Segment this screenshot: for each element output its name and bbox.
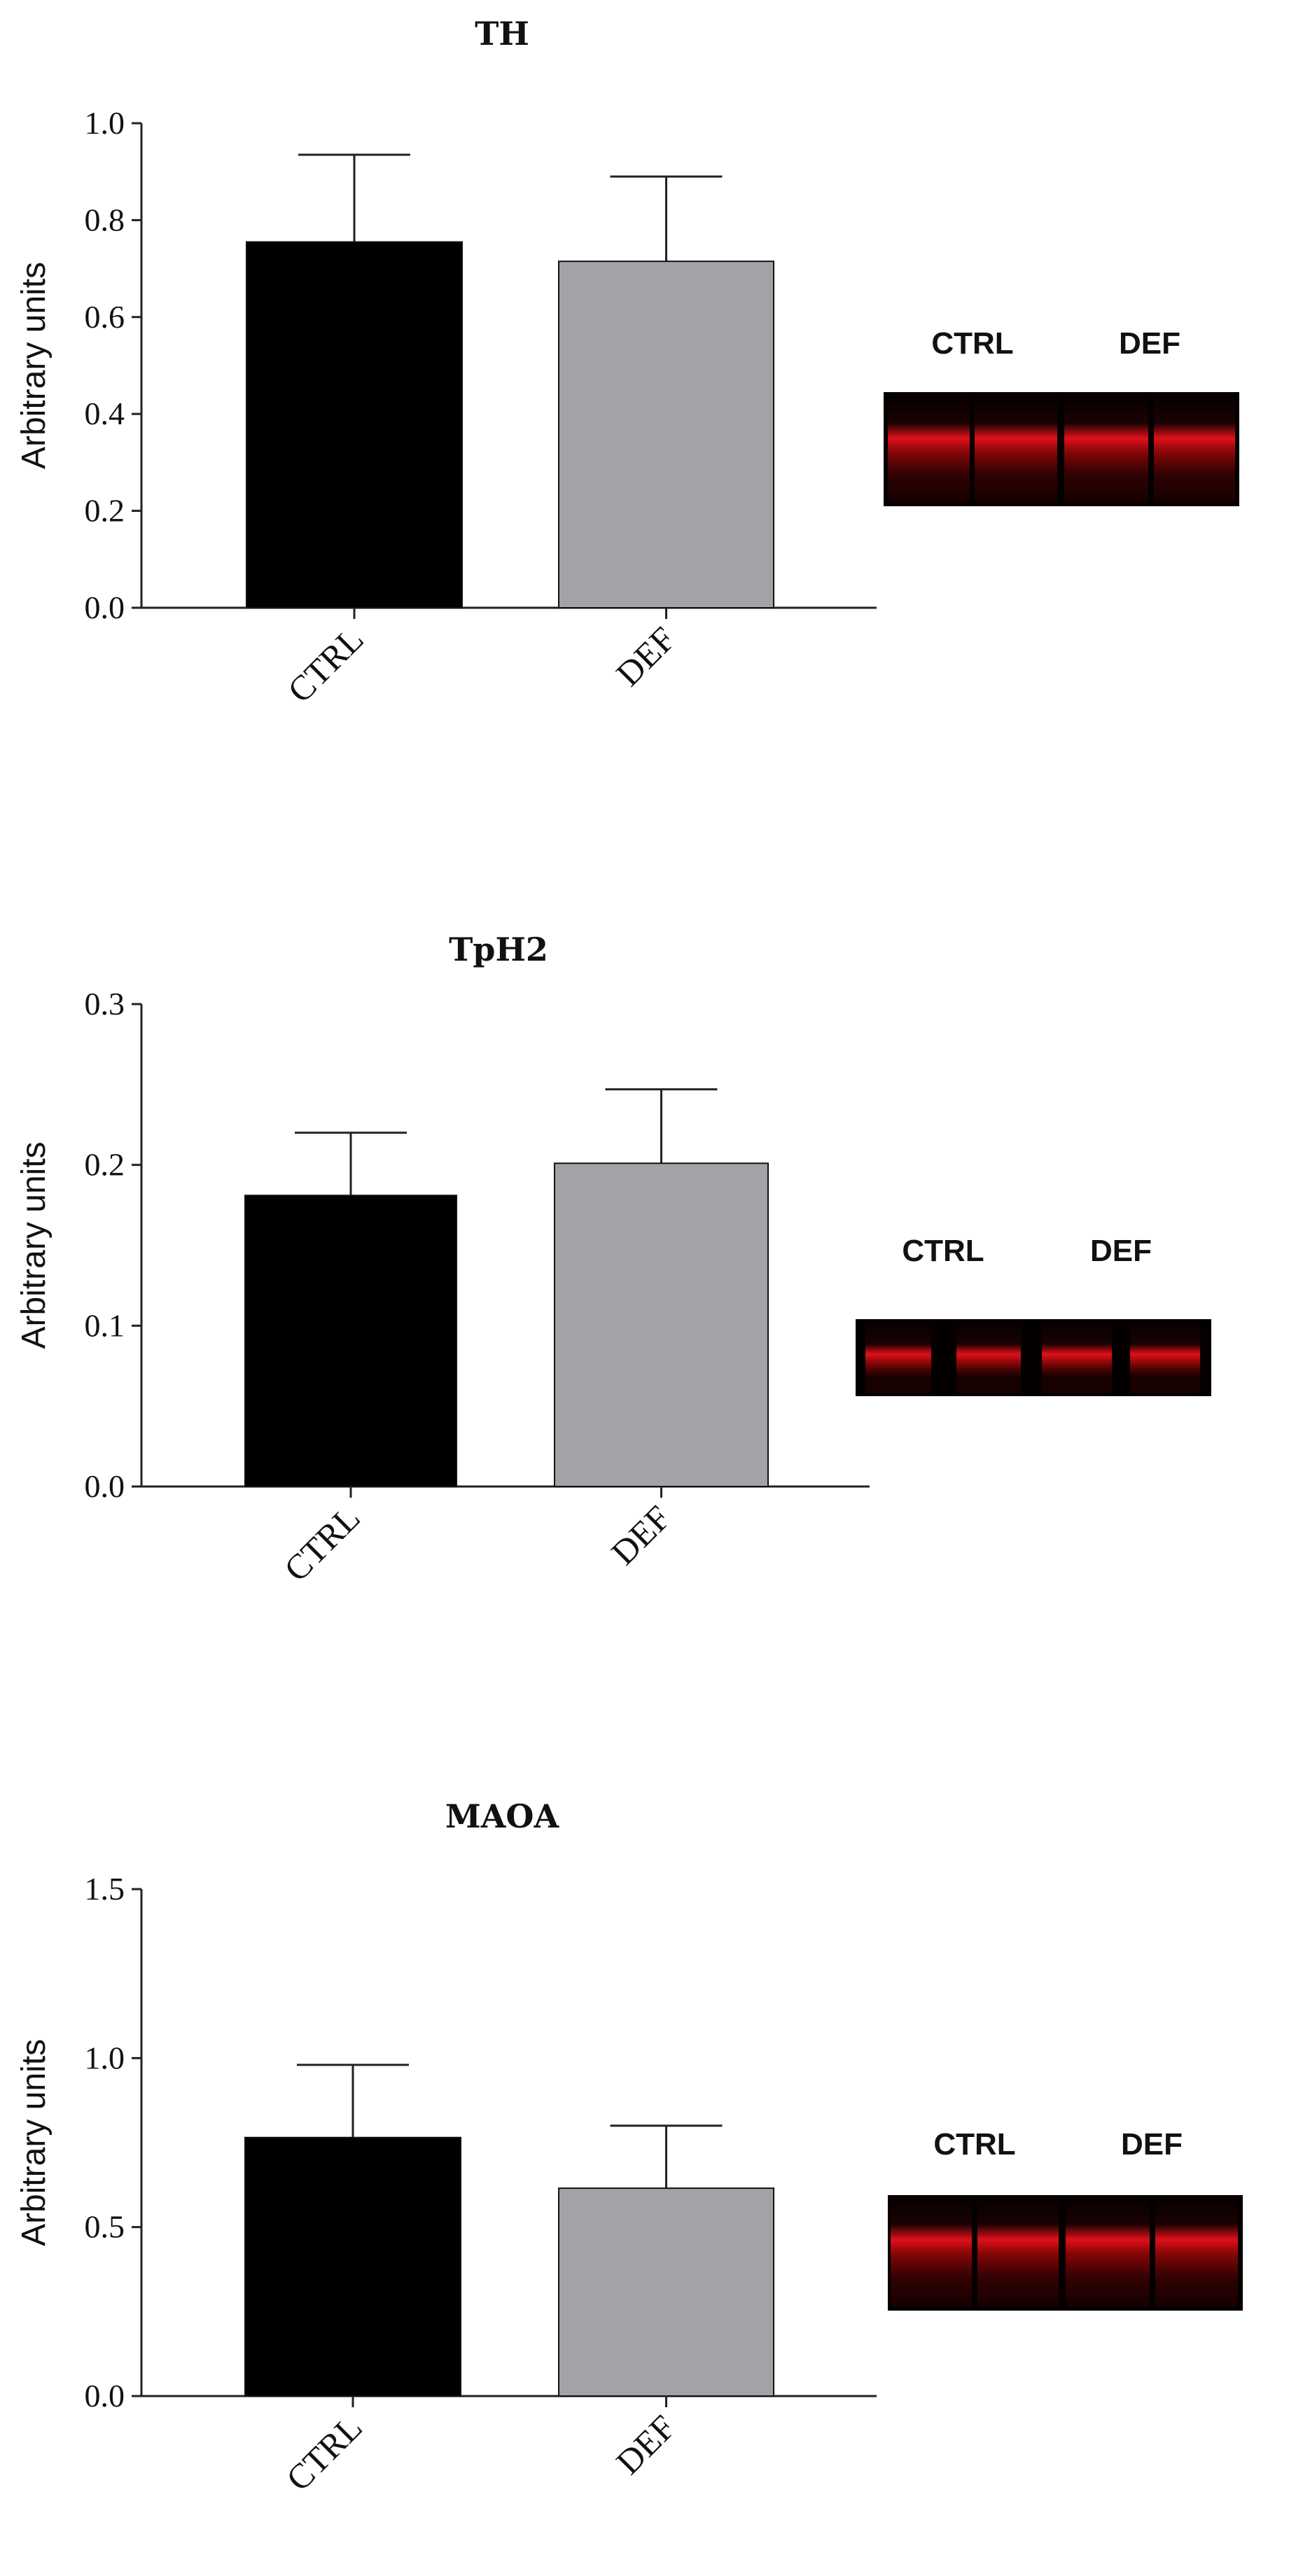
x-tick-label: CTRL bbox=[277, 1498, 368, 1589]
y-tick-label: 0.2 bbox=[85, 1147, 125, 1183]
chart-panel-maoa: MAOA 0.0 0.5 1.0 1.5 Arbitrary units CTRL DEF CT… bbox=[0, 1792, 1296, 2576]
y-tick-label: 0.0 bbox=[85, 2378, 125, 2414]
chart-panel-tph2: TpH2 0.0 0.1 0.2 0.3 Arbitrary units CTRL DEF CT… bbox=[0, 910, 1296, 1701]
blot-label-ctrl: CTRL bbox=[931, 326, 1013, 361]
y-tick-label: 0.2 bbox=[85, 493, 125, 529]
blot-lane bbox=[956, 1322, 1021, 1393]
x-tick-label: DEF bbox=[608, 2407, 683, 2481]
bar-ctrl bbox=[244, 1195, 457, 1487]
y-tick-label: 0.4 bbox=[85, 396, 125, 431]
blot-lane bbox=[1130, 1322, 1200, 1393]
blot-lane bbox=[865, 1322, 931, 1393]
x-tick-label: CTRL bbox=[279, 2407, 370, 2498]
y-tick-label: 1.0 bbox=[85, 2040, 125, 2075]
blot-lane bbox=[1042, 1322, 1112, 1393]
bar-ctrl bbox=[244, 2136, 461, 2397]
bar-def bbox=[558, 260, 774, 608]
blot-lane bbox=[1066, 2198, 1150, 2308]
y-tick-label: 1.0 bbox=[85, 105, 125, 141]
x-tick-label: DEF bbox=[604, 1498, 678, 1572]
blot-lane bbox=[1155, 2198, 1238, 2308]
blot-lane bbox=[891, 2198, 972, 2308]
y-tick-label: 0.8 bbox=[85, 202, 125, 237]
y-axis-label: Arbitrary units bbox=[15, 1141, 53, 1349]
x-tick-label: CTRL bbox=[280, 619, 371, 710]
y-axis-label: Arbitrary units bbox=[15, 262, 53, 469]
bar-ctrl bbox=[246, 241, 463, 609]
chart-title: TH bbox=[475, 15, 529, 53]
bar-def bbox=[558, 2187, 774, 2397]
blot-lane bbox=[1064, 395, 1148, 503]
y-tick-label: 0.0 bbox=[85, 1468, 125, 1504]
blot-label-ctrl: CTRL bbox=[933, 2127, 1015, 2161]
chart-title: MAOA bbox=[445, 1797, 560, 1835]
blot-label-def: DEF bbox=[1121, 2127, 1183, 2161]
blot-lane bbox=[977, 2198, 1059, 2308]
y-tick-label: 0.0 bbox=[85, 590, 125, 625]
chart-title: TpH2 bbox=[449, 931, 548, 968]
blot-label-ctrl: CTRL bbox=[902, 1234, 984, 1268]
blot-lane bbox=[888, 395, 970, 503]
bar-def bbox=[554, 1162, 769, 1487]
blot-label-def: DEF bbox=[1090, 1234, 1152, 1268]
tph2-chart-svg: TpH2 0.0 0.1 0.2 0.3 Arbitrary units CTRL DEF CT… bbox=[15, 931, 1211, 1589]
th-chart-svg: TH 0.0 0.2 0.4 0.6 0.8 1.0 Arbitrary units CTRL D… bbox=[15, 15, 1239, 710]
y-tick-label: 1.5 bbox=[85, 1871, 125, 1907]
maoa-chart-svg: MAOA 0.0 0.5 1.0 1.5 Arbitrary units CTRL DEF CT… bbox=[15, 1797, 1243, 2498]
y-tick-label: 0.1 bbox=[85, 1307, 125, 1343]
blot-lane bbox=[975, 395, 1057, 503]
y-tick-label: 0.6 bbox=[85, 299, 125, 335]
y-tick-label: 0.3 bbox=[85, 986, 125, 1022]
chart-panel-th: TH 0.0 0.2 0.4 0.6 0.8 1.0 Arbitrary units CTRL D… bbox=[0, 0, 1296, 791]
y-tick-label: 0.5 bbox=[85, 2209, 125, 2245]
x-tick-label: DEF bbox=[608, 619, 683, 693]
blot-label-def: DEF bbox=[1119, 326, 1180, 361]
y-axis-label: Arbitrary units bbox=[15, 2039, 53, 2246]
blot-lane bbox=[1154, 395, 1235, 503]
